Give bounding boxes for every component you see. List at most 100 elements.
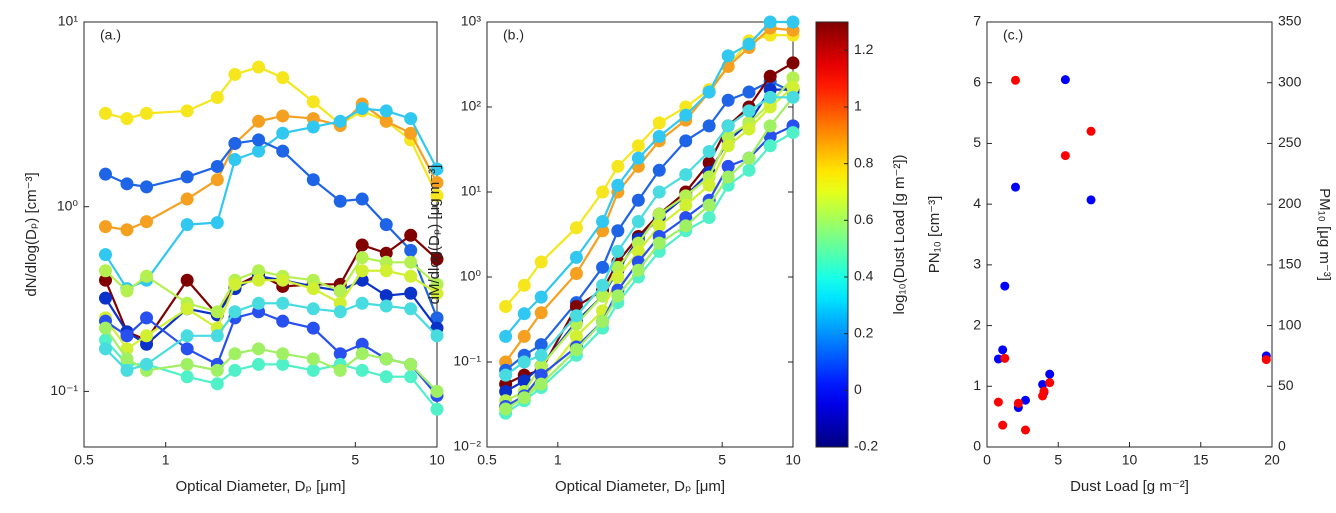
y-axis-label: PN₁₀ [cm⁻³] <box>926 196 943 274</box>
data-point <box>499 299 513 313</box>
data-point <box>180 273 194 287</box>
data-point <box>120 352 134 366</box>
data-point <box>252 114 266 128</box>
data-point <box>333 284 347 298</box>
colorbar-tick-label: 1 <box>854 98 862 114</box>
data-point <box>228 277 242 291</box>
data-point <box>742 85 756 99</box>
data-point <box>404 370 418 384</box>
data-point <box>742 37 756 51</box>
data-point <box>763 15 777 29</box>
data-point <box>596 185 610 199</box>
y-axis-label: dN/dlog(Dₚ) [cm⁻³] <box>23 172 40 296</box>
data-point <box>120 329 134 343</box>
data-point <box>679 108 693 122</box>
data-point <box>786 80 800 94</box>
data-point <box>679 168 693 182</box>
data-point <box>652 163 666 177</box>
y-tick-label: 6 <box>973 73 981 89</box>
y2-tick-label: 150 <box>1278 256 1302 272</box>
x-tick-label: 5 <box>351 452 359 468</box>
data-point <box>611 244 625 258</box>
x-tick-label: 1 <box>162 452 170 468</box>
data-point <box>611 289 625 303</box>
data-point <box>569 221 583 235</box>
data-point <box>379 352 393 366</box>
data-point <box>679 198 693 212</box>
data-point <box>306 363 320 377</box>
data-point <box>379 299 393 313</box>
data-point <box>404 243 418 257</box>
data-point <box>742 122 756 136</box>
y-tick-label: 10³ <box>461 13 482 29</box>
data-point <box>702 178 716 192</box>
x-axis-label: Optical Diameter, Dₚ [μm] <box>555 478 725 495</box>
data-point <box>517 374 531 388</box>
colorbar-tick-label: 1.2 <box>854 41 874 57</box>
data-point <box>306 302 320 316</box>
data-point <box>430 311 444 325</box>
data-point <box>98 248 112 262</box>
data-point <box>140 215 154 229</box>
data-point <box>679 189 693 203</box>
colorbar-label: log₁₀(Dust Load [g m⁻²]) <box>891 154 908 314</box>
data-point <box>1000 353 1010 363</box>
data-point <box>276 126 290 140</box>
data-point <box>355 238 369 252</box>
data-point <box>631 263 645 277</box>
data-point <box>98 167 112 181</box>
data-point <box>1045 378 1055 388</box>
data-point <box>611 178 625 192</box>
x-tick-label: 15 <box>1193 452 1209 468</box>
data-point <box>499 368 513 382</box>
data-point <box>333 194 347 208</box>
data-point <box>355 102 369 116</box>
data-point <box>430 402 444 416</box>
data-point <box>430 277 444 291</box>
data-point <box>210 377 224 391</box>
data-point <box>404 357 418 371</box>
data-point <box>379 289 393 303</box>
data-point <box>355 347 369 361</box>
data-point <box>120 223 134 237</box>
data-point <box>611 260 625 274</box>
colorbar-tick-label: 0.8 <box>854 154 874 170</box>
data-point <box>180 218 194 232</box>
x-tick-label: 0 <box>983 452 991 468</box>
y-tick-label: 10⁻¹ <box>453 353 481 369</box>
data-point <box>210 216 224 230</box>
data-point <box>140 269 154 283</box>
data-point <box>306 173 320 187</box>
data-point <box>631 151 645 165</box>
x-axis-label: Optical Diameter, Dₚ [μm] <box>175 478 345 495</box>
data-point <box>276 71 290 85</box>
data-point <box>404 228 418 242</box>
data-point <box>120 177 134 191</box>
data-point <box>534 338 548 352</box>
data-point <box>1060 151 1070 161</box>
colorbar-tick-label: 0.6 <box>854 211 874 227</box>
data-point <box>120 284 134 298</box>
x-tick-label: 20 <box>1264 452 1280 468</box>
data-point <box>569 266 583 280</box>
data-point <box>534 359 548 373</box>
data-point <box>1039 386 1049 396</box>
colorbar-tick-label: 0 <box>854 381 862 397</box>
y-tick-label: 7 <box>973 13 981 29</box>
data-point <box>180 357 194 371</box>
data-point <box>180 170 194 184</box>
y-tick-label: 3 <box>973 256 981 272</box>
data-point <box>210 91 224 105</box>
data-point <box>534 290 548 304</box>
data-point <box>276 357 290 371</box>
data-point <box>140 106 154 120</box>
colorbar-tick-label: -0.2 <box>854 438 878 454</box>
data-point <box>252 264 266 278</box>
data-point <box>786 15 800 29</box>
annotation: (c.) <box>1003 27 1023 43</box>
data-point <box>276 273 290 287</box>
data-point <box>652 236 666 250</box>
data-point <box>210 160 224 174</box>
y-tick-label: 10⁻² <box>453 438 481 454</box>
data-point <box>652 207 666 221</box>
